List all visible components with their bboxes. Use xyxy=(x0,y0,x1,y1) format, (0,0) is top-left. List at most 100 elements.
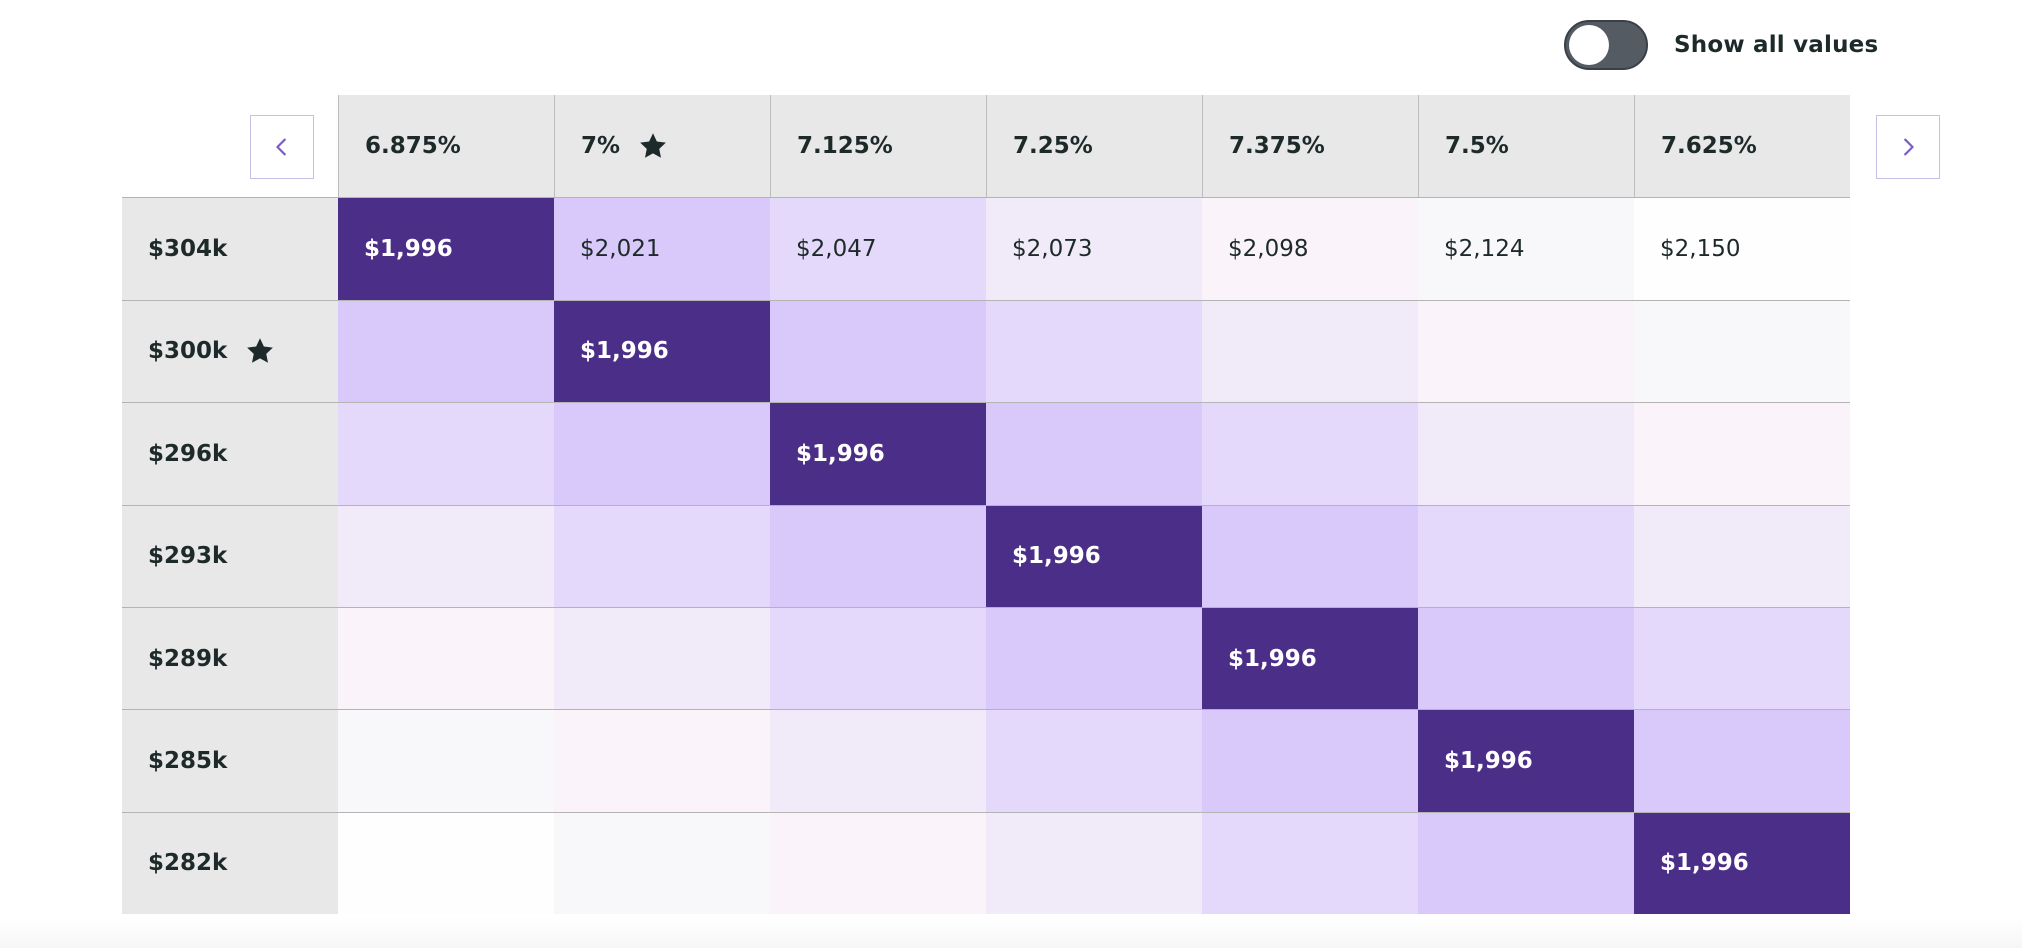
grid-cell[interactable] xyxy=(1202,811,1418,915)
cell-value: $1,996 xyxy=(1228,645,1317,672)
cell-value: $2,124 xyxy=(1444,236,1525,263)
column-header-label: 7.125% xyxy=(797,133,893,160)
column-header-label: 6.875% xyxy=(365,133,461,160)
show-all-values-label: Show all values xyxy=(1674,32,1879,58)
grid-cell[interactable] xyxy=(770,606,986,710)
selected-cell[interactable]: $1,996 xyxy=(1202,606,1418,710)
grid-cell[interactable] xyxy=(1634,402,1850,505)
grid-cell[interactable]: $2,021 xyxy=(554,197,770,300)
grid-cell[interactable] xyxy=(338,402,554,505)
selected-cell[interactable]: $1,996 xyxy=(338,197,554,300)
grid-cell[interactable] xyxy=(1634,606,1850,710)
grid-cell[interactable] xyxy=(986,299,1202,403)
prev-columns-button[interactable] xyxy=(250,115,314,179)
grid-cell[interactable] xyxy=(770,811,986,915)
next-columns-button[interactable] xyxy=(1876,115,1940,179)
grid-cell[interactable] xyxy=(554,709,770,812)
grid-cell[interactable] xyxy=(1418,811,1634,915)
show-all-values-control: Show all values xyxy=(1564,18,1878,72)
grid-cell[interactable] xyxy=(338,299,554,403)
row-header-label: $282k xyxy=(148,850,228,877)
grid-cell[interactable] xyxy=(554,504,770,607)
payment-grid: 6.875% 7% 7.125% 7.25% 7.375% 7.5% 7.625% $304k… xyxy=(122,95,1850,915)
column-header: 7.375% xyxy=(1202,95,1418,198)
grid-cell[interactable] xyxy=(1202,402,1418,505)
grid-cell[interactable] xyxy=(770,709,986,812)
grid-cell[interactable] xyxy=(554,402,770,505)
column-header-label: 7.25% xyxy=(1013,133,1093,160)
column-header: 7.25% xyxy=(986,95,1202,198)
grid-cell[interactable] xyxy=(554,811,770,915)
grid-cell[interactable] xyxy=(1634,299,1850,403)
row-header: $282k xyxy=(122,811,338,915)
cell-value: $1,996 xyxy=(1444,748,1533,775)
row-header: $304k xyxy=(122,197,338,300)
row-header-label: $289k xyxy=(148,645,228,672)
toggle-knob xyxy=(1569,25,1609,65)
grid-cell[interactable] xyxy=(1418,299,1634,403)
chevron-left-icon xyxy=(276,138,286,156)
grid-cell[interactable] xyxy=(1634,709,1850,812)
column-header-label: 7.625% xyxy=(1661,133,1757,160)
cell-value: $1,996 xyxy=(796,440,885,467)
grid-cell[interactable]: $2,150 xyxy=(1634,197,1850,300)
column-header: 7.625% xyxy=(1634,95,1850,198)
row-header-label: $296k xyxy=(148,440,228,467)
grid-cell[interactable] xyxy=(338,606,554,710)
show-all-values-toggle[interactable] xyxy=(1564,20,1648,70)
grid-cell[interactable] xyxy=(1202,504,1418,607)
selected-cell[interactable]: $1,996 xyxy=(986,504,1202,607)
cell-value: $1,996 xyxy=(364,236,453,263)
grid-cell[interactable] xyxy=(338,709,554,812)
column-header: 7.5% xyxy=(1418,95,1634,198)
grid-cell[interactable] xyxy=(986,811,1202,915)
row-header-label: $304k xyxy=(148,236,228,263)
row-header-label: $300k xyxy=(148,338,228,365)
selected-cell[interactable]: $1,996 xyxy=(770,402,986,505)
row-header-label: $293k xyxy=(148,543,228,570)
cell-value: $2,098 xyxy=(1228,236,1309,263)
grid-cell[interactable]: $2,098 xyxy=(1202,197,1418,300)
column-header: 7% xyxy=(554,95,770,198)
grid-cell[interactable] xyxy=(1418,504,1634,607)
grid-corner xyxy=(122,95,338,197)
cell-value: $1,996 xyxy=(1660,850,1749,877)
grid-cell[interactable] xyxy=(770,504,986,607)
selected-cell[interactable]: $1,996 xyxy=(554,299,770,403)
grid-cell[interactable]: $2,047 xyxy=(770,197,986,300)
grid-cell[interactable]: $2,124 xyxy=(1418,197,1634,300)
column-header-label: 7% xyxy=(581,133,621,160)
cell-value: $1,996 xyxy=(1012,543,1101,570)
grid-cell[interactable] xyxy=(986,402,1202,505)
grid-cell[interactable] xyxy=(554,606,770,710)
selected-cell[interactable]: $1,996 xyxy=(1634,811,1850,915)
grid-cell[interactable] xyxy=(338,811,554,915)
row-header: $293k xyxy=(122,504,338,607)
grid-cell[interactable] xyxy=(1634,504,1850,607)
row-header: $289k xyxy=(122,606,338,710)
row-header-label: $285k xyxy=(148,748,228,775)
grid-cell[interactable]: $2,073 xyxy=(986,197,1202,300)
cell-value: $2,021 xyxy=(580,236,661,263)
bottom-edge xyxy=(0,918,2022,948)
grid-cell[interactable] xyxy=(986,709,1202,812)
row-header: $300k xyxy=(122,299,338,403)
cell-value: $1,996 xyxy=(580,338,669,365)
grid-cell[interactable] xyxy=(338,504,554,607)
cell-value: $2,150 xyxy=(1660,236,1741,263)
row-header: $285k xyxy=(122,709,338,812)
column-header: 7.125% xyxy=(770,95,986,198)
column-header: 6.875% xyxy=(338,95,554,198)
column-header-label: 7.375% xyxy=(1229,133,1325,160)
cell-value: $2,047 xyxy=(796,236,877,263)
grid-cell[interactable] xyxy=(1202,709,1418,812)
column-header-label: 7.5% xyxy=(1445,133,1509,160)
grid-cell[interactable] xyxy=(986,606,1202,710)
grid-cell[interactable] xyxy=(1202,299,1418,403)
grid-cell[interactable] xyxy=(1418,402,1634,505)
star-icon xyxy=(638,131,668,161)
grid-cell[interactable] xyxy=(1418,606,1634,710)
grid-cell[interactable] xyxy=(770,299,986,403)
star-icon xyxy=(245,336,275,366)
selected-cell[interactable]: $1,996 xyxy=(1418,709,1634,812)
